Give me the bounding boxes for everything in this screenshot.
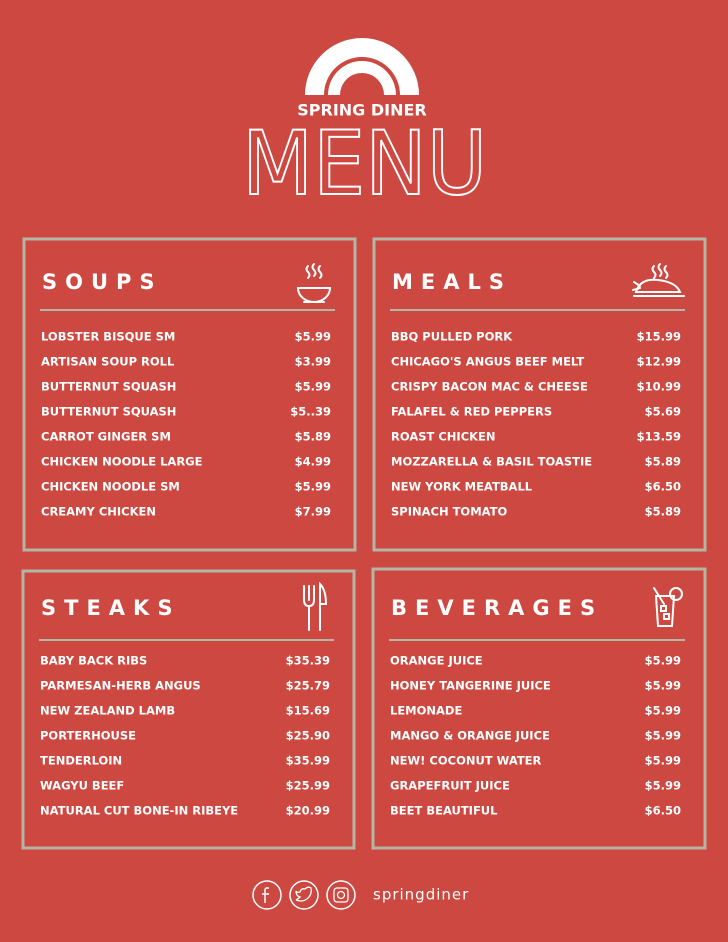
item-price: $4.99 bbox=[295, 455, 331, 469]
section-box bbox=[372, 237, 707, 552]
item-price: $5.99 bbox=[295, 330, 331, 344]
section-title: STEAKS bbox=[41, 596, 180, 620]
item-name: FALAFEL & RED PEPPERS bbox=[391, 405, 552, 419]
instagram-icon[interactable] bbox=[326, 880, 356, 910]
cutlery-icon bbox=[303, 581, 328, 631]
item-name: NEW YORK MEATBALL bbox=[391, 480, 533, 494]
social-handle: springdiner bbox=[373, 886, 469, 904]
item-price: $15.69 bbox=[286, 704, 330, 718]
section-title: MEALS bbox=[392, 270, 512, 294]
item-name: BUTTERNUT SQUASH bbox=[41, 405, 176, 419]
item-name: CREAMY CHICKEN bbox=[41, 505, 156, 519]
item-name: GRAPEFRUIT JUICE bbox=[390, 779, 510, 793]
item-name: MANGO & ORANGE JUICE bbox=[390, 729, 550, 743]
item-price: $20.99 bbox=[286, 804, 330, 818]
item-name: CARROT GINGER SM bbox=[41, 430, 171, 444]
facebook-icon[interactable] bbox=[252, 880, 282, 910]
item-price: $5..39 bbox=[290, 405, 331, 419]
section-title: SOUPS bbox=[42, 270, 163, 294]
item-price: $12.99 bbox=[637, 355, 681, 369]
social-icons bbox=[252, 880, 356, 910]
item-name: LEMONADE bbox=[390, 704, 462, 718]
section-title: BEVERAGES bbox=[391, 596, 603, 620]
item-price: $5.89 bbox=[645, 505, 681, 519]
item-name: CHICAGO'S ANGUS BEEF MELT bbox=[391, 355, 584, 369]
item-price: $5.99 bbox=[645, 704, 681, 718]
item-price: $5.89 bbox=[295, 430, 331, 444]
item-price: $5.89 bbox=[645, 455, 681, 469]
item-name: BUTTERNUT SQUASH bbox=[41, 380, 176, 394]
item-price: $15.99 bbox=[637, 330, 681, 344]
item-name: LOBSTER BISQUE SM bbox=[41, 330, 175, 344]
item-price: $6.50 bbox=[645, 480, 681, 494]
menu-title: MENU bbox=[242, 112, 487, 215]
item-price: $3.99 bbox=[295, 355, 331, 369]
item-name: ARTISAN SOUP ROLL bbox=[41, 355, 175, 369]
item-price: $13.59 bbox=[637, 430, 681, 444]
item-price: $35.99 bbox=[286, 754, 330, 768]
item-name: CHICKEN NOODLE LARGE bbox=[41, 455, 203, 469]
logo bbox=[305, 38, 419, 95]
section-box bbox=[21, 569, 356, 850]
item-price: $25.99 bbox=[286, 779, 330, 793]
drink-icon bbox=[653, 587, 683, 627]
item-price: $5.99 bbox=[645, 729, 681, 743]
item-name: PORTERHOUSE bbox=[40, 729, 136, 743]
item-price: $5.99 bbox=[645, 679, 681, 693]
section-box bbox=[22, 237, 357, 552]
item-price: $5.99 bbox=[645, 779, 681, 793]
item-price: $5.99 bbox=[295, 380, 331, 394]
item-name: BBQ PULLED PORK bbox=[391, 330, 513, 344]
item-name: NEW ZEALAND LAMB bbox=[40, 704, 175, 718]
item-name: CRISPY BACON MAC & CHEESE bbox=[391, 380, 588, 394]
item-name: NATURAL CUT BONE-IN RIBEYE bbox=[40, 804, 238, 818]
item-price: $7.99 bbox=[295, 505, 331, 519]
soup-icon bbox=[296, 263, 332, 303]
item-price: $5.69 bbox=[645, 405, 681, 419]
item-name: CHICKEN NOODLE SM bbox=[41, 480, 180, 494]
item-price: $5.99 bbox=[645, 754, 681, 768]
item-name: HONEY TANGERINE JUICE bbox=[390, 679, 551, 693]
item-price: $5.99 bbox=[295, 480, 331, 494]
item-name: PARMESAN-HERB ANGUS bbox=[40, 679, 201, 693]
chicken-icon bbox=[632, 263, 685, 297]
item-name: BEET BEAUTIFUL bbox=[390, 804, 498, 818]
item-name: WAGYU BEEF bbox=[40, 779, 124, 793]
item-name: MOZZARELLA & BASIL TOASTIE bbox=[391, 455, 592, 469]
item-price: $25.90 bbox=[286, 729, 330, 743]
item-name: BABY BACK RIBS bbox=[40, 654, 147, 668]
twitter-icon[interactable] bbox=[289, 880, 319, 910]
item-name: NEW! COCONUT WATER bbox=[390, 754, 542, 768]
item-price: $5.99 bbox=[645, 654, 681, 668]
item-name: ORANGE JUICE bbox=[390, 654, 483, 668]
item-price: $6.50 bbox=[645, 804, 681, 818]
item-price: $25.79 bbox=[286, 679, 330, 693]
item-price: $10.99 bbox=[637, 380, 681, 394]
brand: SPRING DINER bbox=[297, 101, 427, 120]
item-price: $35.39 bbox=[286, 654, 330, 668]
item-name: SPINACH TOMATO bbox=[391, 505, 507, 519]
item-name: ROAST CHICKEN bbox=[391, 430, 496, 444]
item-name: TENDERLOIN bbox=[40, 754, 122, 768]
section-box bbox=[371, 567, 707, 850]
